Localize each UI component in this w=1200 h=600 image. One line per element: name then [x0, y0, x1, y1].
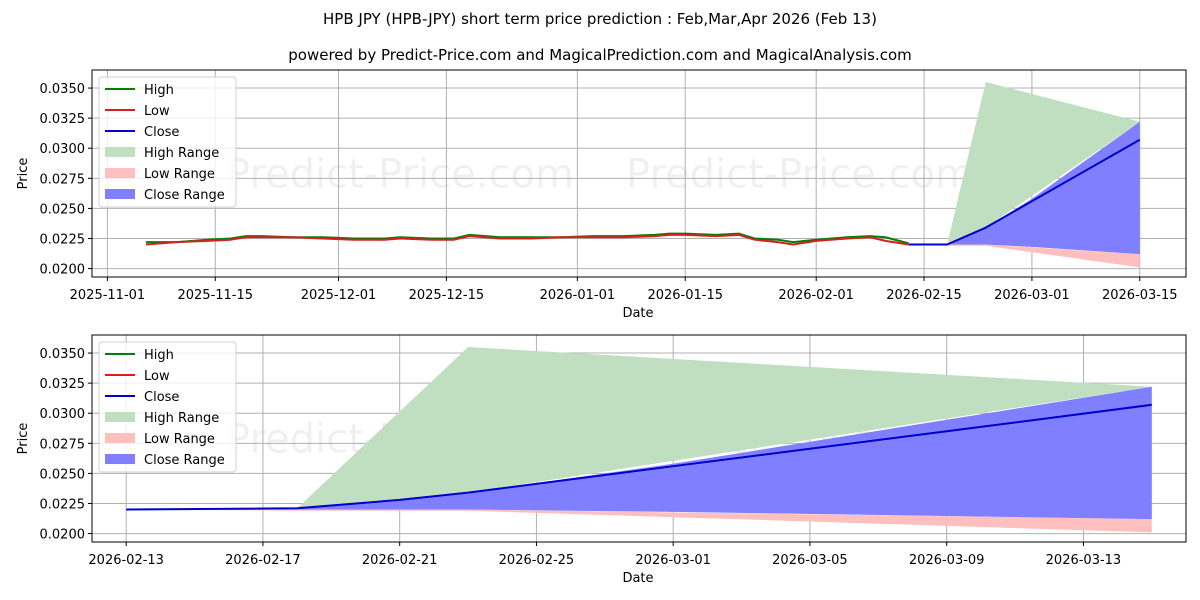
low-line — [145, 233, 909, 246]
y-tick-label: 0.0300 — [40, 407, 86, 422]
x-tick-label: 2025-11-15 — [177, 288, 253, 303]
legend-item: High Range — [144, 146, 219, 161]
legend-item: Low Range — [144, 167, 215, 182]
y-tick-label: 0.0350 — [40, 82, 86, 97]
x-tick-label: 2025-12-15 — [409, 288, 485, 303]
chart-subtitle: powered by Predict-Price.com and Magical… — [288, 46, 912, 64]
legend-item: Close Range — [144, 453, 225, 468]
y-tick-label: 0.0250 — [40, 467, 86, 482]
y-axis-label: Price — [16, 158, 31, 190]
watermark: Predict-Price.com Predict-Price.com — [226, 152, 974, 198]
x-axis: 2025-11-01 2025-11-15 2025-12-01 2025-12-15… — [70, 277, 1178, 321]
chart-title: HPB JPY (HPB-JPY) short term price predi… — [323, 10, 877, 28]
x-tick-label: 2026-02-21 — [362, 553, 438, 568]
x-tick-label: 2026-02-15 — [886, 288, 962, 303]
y-tick-label: 0.0200 — [40, 528, 86, 543]
y-tick-label: 0.0325 — [40, 377, 86, 392]
y-tick-label: 0.0225 — [40, 497, 86, 512]
x-tick-label: 2025-12-01 — [301, 288, 377, 303]
y-tick-label: 0.0250 — [40, 202, 86, 217]
low-range-area — [908, 244, 1140, 268]
close-range-area — [126, 386, 1152, 520]
x-axis-label: Date — [622, 306, 653, 321]
x-tick-label: 2026-03-05 — [772, 553, 848, 568]
legend-item: Low Range — [144, 432, 215, 447]
close-line — [126, 403, 1152, 511]
y-tick-label: 0.0225 — [40, 232, 86, 247]
legend-item: Close Range — [144, 188, 225, 203]
x-tick-label: 2026-02-01 — [778, 288, 854, 303]
close-range-area — [908, 121, 1140, 255]
legend-item: Close — [144, 125, 179, 140]
x-tick-label: 2026-02-13 — [88, 553, 164, 568]
x-axis-label: Date — [622, 571, 653, 586]
x-axis: 2026-02-13 2026-02-17 2026-02-21 2026-02-25… — [88, 542, 1121, 586]
chart-panel-1: Predict-Price.com Predict-Price.com 0.0200… — [16, 69, 1187, 321]
x-tick-label: 2026-02-17 — [225, 553, 301, 568]
chart-panel-2: Predict-Price.comPredict-Price.com0.0200… — [16, 334, 1187, 586]
legend-item: High Range — [144, 411, 219, 426]
high-range-area — [297, 347, 1152, 509]
legend-item: Low — [144, 369, 170, 384]
x-tick-label: 2026-01-15 — [647, 288, 723, 303]
legend-item: High — [144, 348, 174, 363]
x-tick-label: 2026-03-01 — [635, 553, 711, 568]
close-line — [908, 138, 1141, 246]
svg-text:Predict-Price.com: Predict-Price.com — [626, 152, 974, 198]
y-tick-label: 0.0300 — [40, 142, 86, 157]
x-tick-label: 2026-03-09 — [909, 553, 985, 568]
high-range-area — [947, 82, 1140, 245]
legend-item: Close — [144, 390, 179, 405]
y-tick-label: 0.0275 — [40, 437, 86, 452]
legend: High Low Close High Range Low Range Close Ran… — [98, 76, 237, 208]
x-tick-label: 2026-03-13 — [1046, 553, 1122, 568]
y-tick-label: 0.0275 — [40, 172, 86, 187]
y-axis: 0.0200 0.0225 0.0250 0.0275 0.0300 0.0325 0.03… — [16, 82, 92, 278]
legend-item: High — [144, 83, 174, 98]
legend-item: Low — [144, 104, 170, 119]
x-tick-label: 2025-11-01 — [70, 288, 146, 303]
y-tick-label: 0.0325 — [40, 112, 86, 127]
y-axis-label: Price — [16, 423, 31, 455]
x-tick-label: 2026-03-01 — [994, 288, 1070, 303]
legend: High Low Close High Range Low Range Close Ran… — [98, 341, 237, 473]
y-axis: 0.0200 0.0225 0.0250 0.0275 0.0300 0.0325 0.03… — [16, 347, 92, 543]
x-tick-label: 2026-01-01 — [540, 288, 616, 303]
low-range-area — [126, 509, 1152, 533]
x-tick-label: 2026-02-25 — [499, 553, 575, 568]
y-tick-label: 0.0200 — [40, 263, 86, 278]
x-tick-label: 2026-03-15 — [1102, 288, 1178, 303]
y-tick-label: 0.0350 — [40, 347, 86, 362]
svg-text:Predict-Price.com: Predict-Price.com — [226, 152, 574, 198]
